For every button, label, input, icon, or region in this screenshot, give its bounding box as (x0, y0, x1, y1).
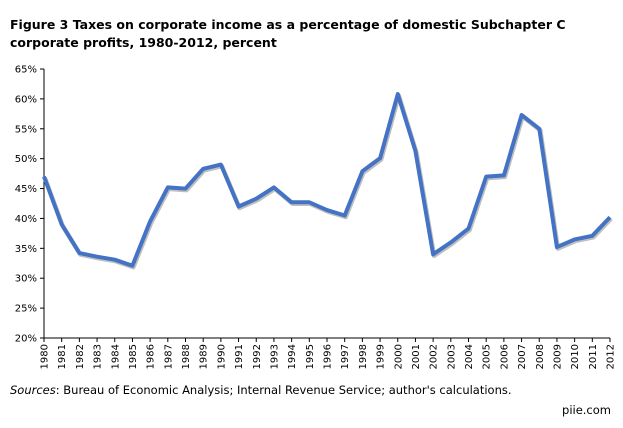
series-line (42, 92, 612, 268)
y-tick-label: 25% (15, 304, 37, 315)
x-tick-label: 2002 (429, 344, 440, 369)
y-tick-label: 55% (15, 124, 37, 135)
x-tick-label: 2005 (482, 344, 493, 369)
x-tick-label: 1997 (340, 344, 351, 369)
x-tick-label: 1994 (287, 344, 298, 369)
x-tick-label: 1989 (199, 344, 210, 369)
x-tick-label: 1993 (269, 344, 280, 369)
x-tick-label: 2008 (535, 344, 546, 369)
y-tick-label: 35% (15, 244, 37, 255)
x-tick-label: 2012 (606, 344, 617, 369)
x-tick-label: 1991 (234, 344, 245, 369)
sources-text: : Bureau of Economic Analysis; Internal … (55, 383, 512, 397)
x-tick-label: 1992 (252, 344, 263, 369)
x-tick-label: 1983 (93, 344, 104, 369)
x-tick-label: 2003 (446, 344, 457, 369)
x-tick-label: 1998 (358, 344, 369, 369)
chart-title: Figure 3 Taxes on corporate income as a … (10, 17, 566, 50)
sources-label: Sources (10, 383, 56, 397)
y-tick-label: 65% (15, 65, 37, 76)
x-tick-label: 1988 (181, 344, 192, 369)
x-tick-label: 2009 (552, 344, 563, 369)
x-tick-label: 1981 (57, 344, 68, 369)
y-tick-label: 45% (15, 184, 37, 195)
x-tick-label: 1985 (128, 344, 139, 369)
y-tick-label: 60% (15, 94, 37, 105)
x-tick-label: 1982 (75, 344, 86, 369)
x-tick-label: 1990 (216, 344, 227, 369)
y-tick-label: 50% (15, 154, 37, 165)
credit: piie.com (562, 403, 611, 417)
y-tick-label: 40% (15, 214, 37, 225)
y-tick-label: 30% (15, 274, 37, 285)
x-tick-label: 1984 (110, 344, 121, 369)
x-tick-label: 2001 (411, 344, 422, 369)
x-tick-label: 1996 (323, 344, 334, 369)
x-tick-label: 1980 (40, 344, 51, 369)
x-tick-label: 1995 (305, 344, 316, 369)
x-tick-label: 2004 (464, 344, 475, 369)
x-tick-label: 2006 (499, 344, 510, 369)
x-tick-label: 2010 (570, 344, 581, 369)
x-tick-label: 1999 (376, 344, 387, 369)
x-tick-label: 2011 (588, 344, 599, 369)
y-tick-label: 20% (15, 334, 37, 345)
series-line-shadow (42, 93, 613, 270)
x-tick-label: 1986 (146, 344, 157, 369)
x-tick-label: 2007 (517, 344, 528, 369)
x-tick-label: 1987 (163, 344, 174, 369)
sources-note: Sources: Bureau of Economic Analysis; In… (10, 383, 512, 397)
x-tick-label: 2000 (393, 344, 404, 369)
